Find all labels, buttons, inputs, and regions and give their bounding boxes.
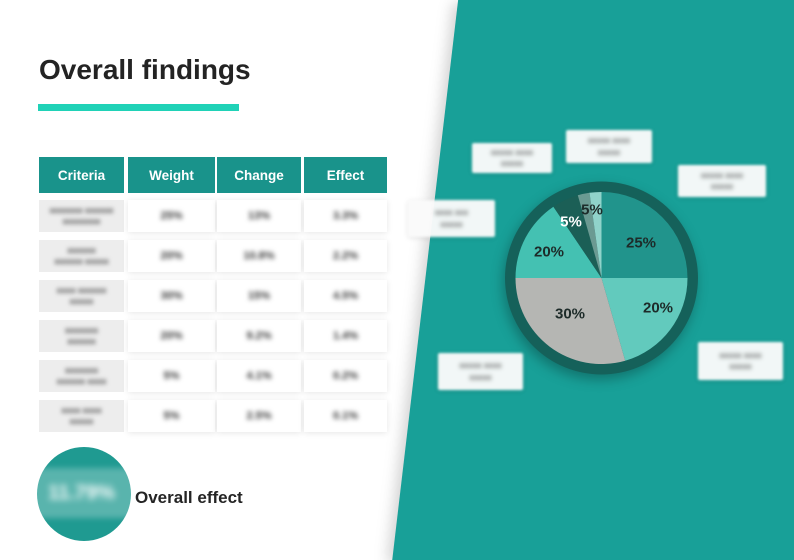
pie-callout: xxxxx xxxx xxxxx [438,353,523,390]
pie-slice-20-left [515,206,602,278]
table-cell-change: 13% [217,200,301,232]
pie-callout: xxxxx xxxx xxxxx [566,130,652,163]
pie-label-20-right: 20% [642,299,674,317]
table-cell-change: 10.8% [217,240,301,272]
table-row-criteria: xxxxxx xxxxxx xxxxx [39,240,124,272]
pie-label-30: 30% [554,305,586,323]
overall-effect-blur-band [25,468,138,518]
overall-effect-badge [37,447,131,541]
pie-label-25: 25% [625,234,657,252]
table-cell-change: 9.2% [217,320,301,352]
table-cell-effect: 0.2% [304,360,387,392]
pie-label-20-left: 20% [533,243,565,261]
pie-chart-svg [505,181,698,375]
pie-slice-25 [601,192,688,278]
table-header-weight: Weight [128,157,215,193]
overall-effect-label: Overall effect [135,488,243,507]
table-header-criteria: Criteria [39,157,124,193]
overall-effect-value: 11.79% [48,481,115,504]
table-cell-effect: 2.2% [304,240,387,272]
pie-slice-5-dark [553,195,602,278]
table-cell-change: 2.5% [217,400,301,432]
table-cell-weight: 20% [128,240,215,272]
table-cell-effect: 0.1% [304,400,387,432]
pie-slice-5-light [589,191,602,278]
table-cell-change: 15% [217,280,301,312]
page-title: Overall findings [39,54,251,85]
table-header-effect: Effect [304,157,387,193]
pie-slice-30 [515,278,626,365]
pie-callout: xxxxx xxxx xxxxx [698,342,783,380]
table-cell-weight: 30% [128,280,215,312]
table-row-criteria: xxxxxxx xxxxxx xxxx [39,360,124,392]
table-row-criteria: xxxx xxxxxx xxxxx [39,280,124,312]
pie-label-5-black: 5% [581,201,603,219]
pie-callout: xxxx xxx xxxxx [408,200,495,237]
table-cell-weight: 25% [128,200,215,232]
table-cell-weight: 5% [128,360,215,392]
pie-slice-sliver [577,192,602,278]
table-cell-effect: 4.5% [304,280,387,312]
table-cell-effect: 1.4% [304,320,387,352]
pie-chart: 25% 20% 30% 20% 5% 5% [491,168,712,389]
table-row-criteria: xxxxxxx xxxxxx xxxxxxxx [39,200,124,232]
pie-callout: xxxxx xxxx xxxxx [472,143,552,173]
table-row-criteria: xxxxxxx xxxxxx [39,320,124,352]
pie-slice-20-right [601,278,688,361]
table-header-change: Change [217,157,301,193]
pie-callout: xxxxx xxxx xxxxx [678,165,766,197]
pie-label-5-white: 5% [560,213,582,231]
table-cell-weight: 5% [128,400,215,432]
title-underline [38,104,239,111]
table-cell-weight: 20% [128,320,215,352]
table-row-criteria: xxxx xxxx xxxxx [39,400,124,432]
table-cell-effect: 3.3% [304,200,387,232]
table-cell-change: 4.1% [217,360,301,392]
